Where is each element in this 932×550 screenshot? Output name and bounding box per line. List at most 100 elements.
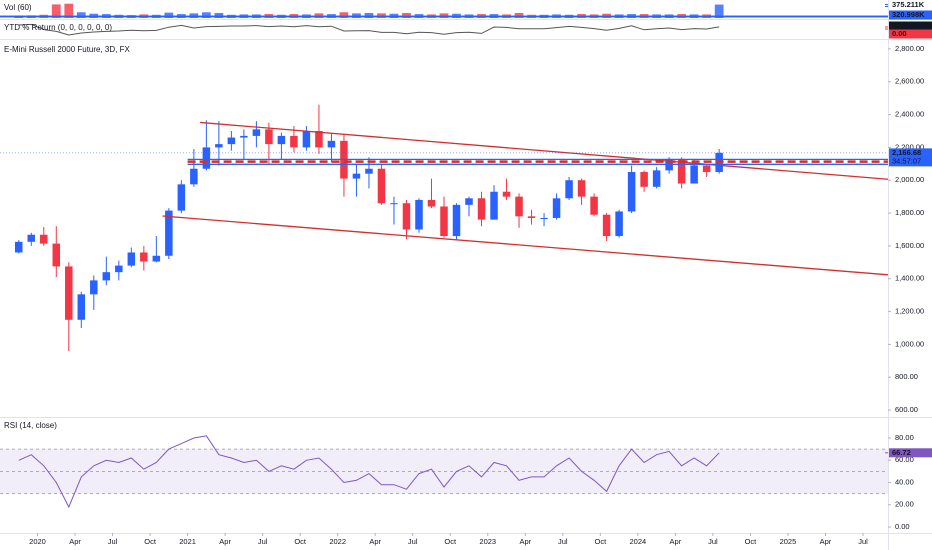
candle-body (465, 198, 473, 205)
x-tick-label: Apr (69, 537, 81, 546)
volume-bar (201, 12, 211, 18)
marker-label-box (889, 21, 932, 31)
y-tick-label: 2,600.00 (895, 77, 924, 86)
x-tick-label: Apr (219, 537, 231, 546)
last-value-label-box (889, 448, 932, 458)
trend-line (162, 215, 889, 276)
y-tick-label: 800.00 (895, 372, 918, 381)
x-tick-label: 2020 (29, 537, 46, 546)
candle-body (202, 147, 211, 169)
candle-body (640, 172, 648, 187)
x-tick-label: 2022 (329, 537, 346, 546)
y-tick-label: 1,800.00 (895, 208, 924, 217)
candle-body (115, 265, 123, 273)
x-tick-label: 2025 (780, 537, 797, 546)
x-tick-label: Jul (858, 537, 868, 546)
candle-body (515, 196, 523, 217)
candle-body (165, 210, 173, 256)
candle-body (65, 266, 73, 320)
candle-body (290, 135, 298, 148)
volume-bar (164, 12, 174, 18)
candle-body (377, 168, 386, 204)
candle-body (27, 234, 36, 242)
chart-title: E-Mini Russell 2000 Future, 3D, FX (4, 45, 130, 54)
candle-body (252, 129, 261, 136)
y-tick-label: 80.00 (895, 433, 914, 442)
rsi-line (18, 435, 720, 509)
marker-label-box (889, 29, 932, 39)
volume-bar (377, 13, 386, 18)
candle-body (415, 199, 423, 230)
ytd-line (18, 23, 720, 36)
candle-body (390, 203, 398, 205)
candle-body (590, 196, 598, 215)
candle-body (627, 172, 636, 212)
candle-body (352, 173, 361, 179)
volume-bar (214, 13, 224, 18)
pane-title: RSI (14, close) (4, 421, 57, 430)
candle-body (140, 252, 148, 262)
candle-body (240, 135, 248, 138)
candle-body (52, 243, 61, 267)
candle-body (477, 198, 486, 220)
volume-bar (352, 13, 361, 18)
candle-body (502, 191, 511, 197)
candle-body (540, 217, 548, 219)
candle-body (677, 158, 686, 184)
x-tick-label: Jul (558, 537, 568, 546)
candle-body (15, 241, 23, 253)
marker-label-box (889, 0, 932, 10)
x-tick-label: Oct (444, 537, 457, 546)
candle-body (577, 180, 586, 197)
marker-label: 375.211K (892, 0, 925, 9)
trend-line (200, 121, 889, 180)
volume-bar (714, 4, 724, 18)
candle-body (152, 255, 161, 262)
y-tick-label: 600.00 (895, 405, 918, 414)
candle-body (277, 135, 286, 145)
x-tick-label: Oct (595, 537, 608, 546)
volume-bar (339, 12, 349, 18)
candle-body (190, 168, 198, 185)
y-tick-label: 1,000.00 (895, 339, 924, 348)
candle-body (702, 165, 711, 173)
marker-label: 10.31 (892, 21, 911, 30)
candle-body (365, 168, 373, 174)
x-tick-label: Apr (369, 537, 381, 546)
volume-bar (364, 13, 374, 18)
y-tick-label: 1,200.00 (895, 307, 924, 316)
volume-bar (189, 13, 199, 18)
pane-title: YTD % Return (0, 0, 0, 0, 0, 0) (4, 23, 112, 32)
candle-body (77, 294, 86, 320)
candle-body (565, 180, 573, 199)
x-tick-label: Oct (144, 537, 157, 546)
marker-label-box (889, 10, 932, 20)
candle-body (602, 214, 611, 237)
last-price-box (889, 148, 932, 167)
volume-bar (439, 13, 449, 18)
countdown-label: 34:57:07 (892, 156, 921, 165)
candle-body (690, 165, 698, 184)
volume-bar (514, 13, 524, 18)
candle-body (177, 184, 186, 211)
marker-label: 0.00 (892, 29, 907, 38)
volume-bar (64, 3, 74, 18)
y-tick-label: 40.00 (895, 477, 914, 486)
y-tick-label: 0.00 (895, 522, 910, 531)
y-tick-label: 2,200.00 (895, 142, 924, 151)
candle-body (427, 199, 436, 207)
marker-label: 320.998K (892, 10, 925, 19)
candle-body (652, 170, 661, 187)
pane-title: Vol (60) (4, 3, 32, 12)
y-tick-label: 60.00 (895, 455, 914, 464)
volume-bar (51, 4, 61, 18)
x-tick-label: 2023 (479, 537, 496, 546)
y-tick-label: 2,000.00 (895, 175, 924, 184)
candle-body (40, 234, 48, 244)
candle-body (90, 280, 98, 295)
x-tick-label: Jul (108, 537, 118, 546)
candle-body (215, 144, 223, 148)
x-tick-label: Jul (408, 537, 418, 546)
